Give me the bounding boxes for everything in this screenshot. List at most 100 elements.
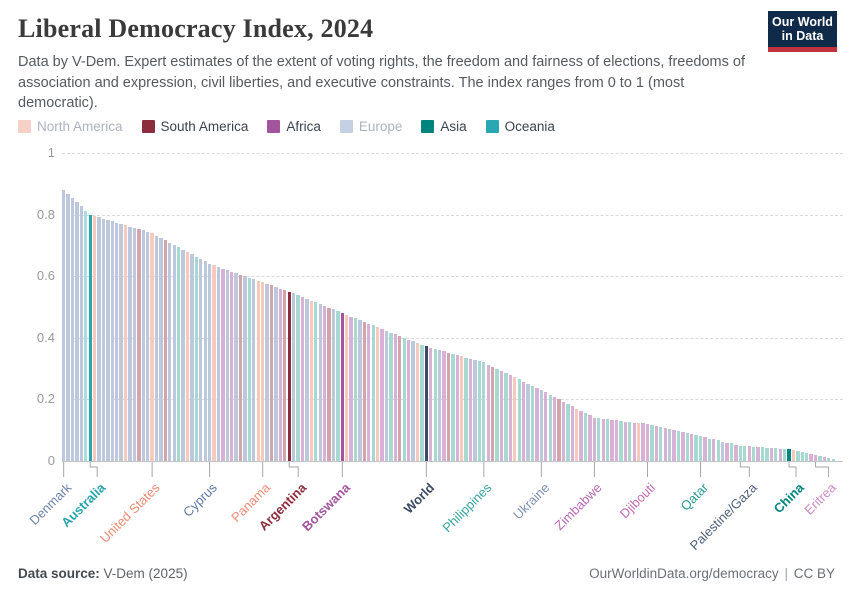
bar-denmark[interactable] (62, 189, 66, 461)
bar-cyprus[interactable] (207, 263, 212, 461)
bar[interactable] (614, 420, 619, 461)
bar[interactable] (238, 274, 243, 461)
bar[interactable] (318, 304, 322, 461)
bar[interactable] (747, 446, 751, 461)
footer-link[interactable]: OurWorldinData.org/democracy | CC BY (589, 566, 835, 581)
bar[interactable] (650, 424, 654, 461)
bar-botswana[interactable] (340, 313, 344, 461)
bar[interactable] (79, 206, 83, 461)
bar[interactable] (681, 432, 685, 461)
bar[interactable] (751, 446, 756, 461)
bar[interactable] (128, 226, 132, 461)
bar-djibouti[interactable] (645, 424, 650, 461)
bar[interactable] (548, 394, 552, 461)
bar[interactable] (331, 309, 336, 461)
bar[interactable] (831, 458, 835, 461)
legend-item-south-america[interactable]: South America (141, 119, 248, 134)
bar[interactable] (265, 283, 269, 461)
bar-ukraine[interactable] (539, 390, 543, 461)
bar[interactable] (526, 383, 530, 461)
bar[interactable] (676, 431, 681, 461)
bar[interactable] (256, 280, 260, 461)
bar[interactable] (623, 421, 627, 461)
bar[interactable] (477, 361, 482, 461)
bar[interactable] (314, 302, 318, 461)
bar[interactable] (163, 240, 168, 461)
legend-item-asia[interactable]: Asia (421, 119, 467, 134)
bar[interactable] (300, 296, 305, 461)
bar-qatar[interactable] (698, 436, 703, 461)
bar[interactable] (809, 453, 813, 461)
bar[interactable] (70, 198, 75, 461)
bar[interactable] (402, 337, 406, 461)
bar[interactable] (579, 410, 583, 461)
bar[interactable] (473, 359, 477, 461)
bar[interactable] (495, 368, 499, 461)
owid-logo[interactable]: Our World in Data (768, 11, 837, 52)
bar[interactable] (712, 439, 716, 461)
x-axis-label-cyprus[interactable]: Cyprus (180, 480, 221, 520)
bar[interactable] (327, 307, 331, 461)
bar[interactable] (176, 247, 181, 461)
bar[interactable] (544, 392, 548, 461)
bar[interactable] (66, 193, 70, 461)
bar[interactable] (451, 353, 455, 461)
bar[interactable] (800, 452, 804, 461)
bar[interactable] (411, 341, 415, 461)
bar[interactable] (110, 221, 114, 461)
bar-panama[interactable] (261, 282, 265, 461)
bar[interactable] (610, 420, 614, 461)
bar[interactable] (212, 265, 216, 461)
bar[interactable] (132, 227, 137, 461)
bar[interactable] (818, 455, 822, 461)
bar[interactable] (389, 332, 393, 461)
x-axis-label-eritrea[interactable]: Eritrea (801, 480, 840, 518)
bar-philippines[interactable] (482, 362, 486, 461)
bar[interactable] (305, 298, 309, 461)
bar[interactable] (269, 285, 274, 461)
legend-item-oceania[interactable]: Oceania (485, 119, 555, 134)
x-axis-label-qatar[interactable]: Qatar (677, 480, 712, 514)
footer-url[interactable]: OurWorldinData.org/democracy (589, 566, 779, 581)
bar-argentina[interactable] (287, 291, 291, 461)
x-axis-label-world[interactable]: World (400, 480, 437, 517)
bar[interactable] (606, 419, 610, 461)
bar[interactable] (782, 448, 787, 461)
bar[interactable] (552, 396, 557, 461)
bar[interactable] (336, 311, 340, 461)
bar[interactable] (468, 358, 473, 461)
bar[interactable] (504, 373, 508, 461)
bar[interactable] (349, 316, 353, 461)
bar[interactable] (106, 219, 110, 461)
bar[interactable] (309, 300, 313, 461)
bar[interactable] (725, 442, 729, 461)
bar[interactable] (729, 443, 734, 461)
bar[interactable] (690, 434, 694, 461)
bar[interactable] (765, 447, 769, 461)
bar[interactable] (101, 218, 106, 461)
bar[interactable] (358, 320, 362, 461)
bar[interactable] (181, 249, 185, 461)
bar[interactable] (84, 210, 88, 461)
bar[interactable] (743, 445, 747, 461)
bar[interactable] (172, 244, 176, 461)
bar[interactable] (685, 433, 689, 461)
bar[interactable] (654, 426, 658, 461)
bar[interactable] (756, 446, 760, 461)
bar[interactable] (499, 371, 504, 461)
bar[interactable] (760, 447, 765, 461)
bar[interactable] (628, 421, 632, 461)
bar[interactable] (185, 252, 190, 461)
bar[interactable] (822, 456, 827, 461)
bar-world[interactable] (424, 346, 428, 461)
bar[interactable] (575, 408, 579, 461)
bar-zimbabwe[interactable] (592, 417, 597, 461)
bar[interactable] (566, 404, 570, 461)
bar[interactable] (588, 415, 592, 461)
bar[interactable] (278, 288, 283, 461)
bar[interactable] (601, 418, 605, 461)
bar[interactable] (168, 242, 172, 461)
bar[interactable] (398, 335, 402, 461)
bar[interactable] (703, 437, 707, 461)
bar[interactable] (190, 254, 194, 461)
